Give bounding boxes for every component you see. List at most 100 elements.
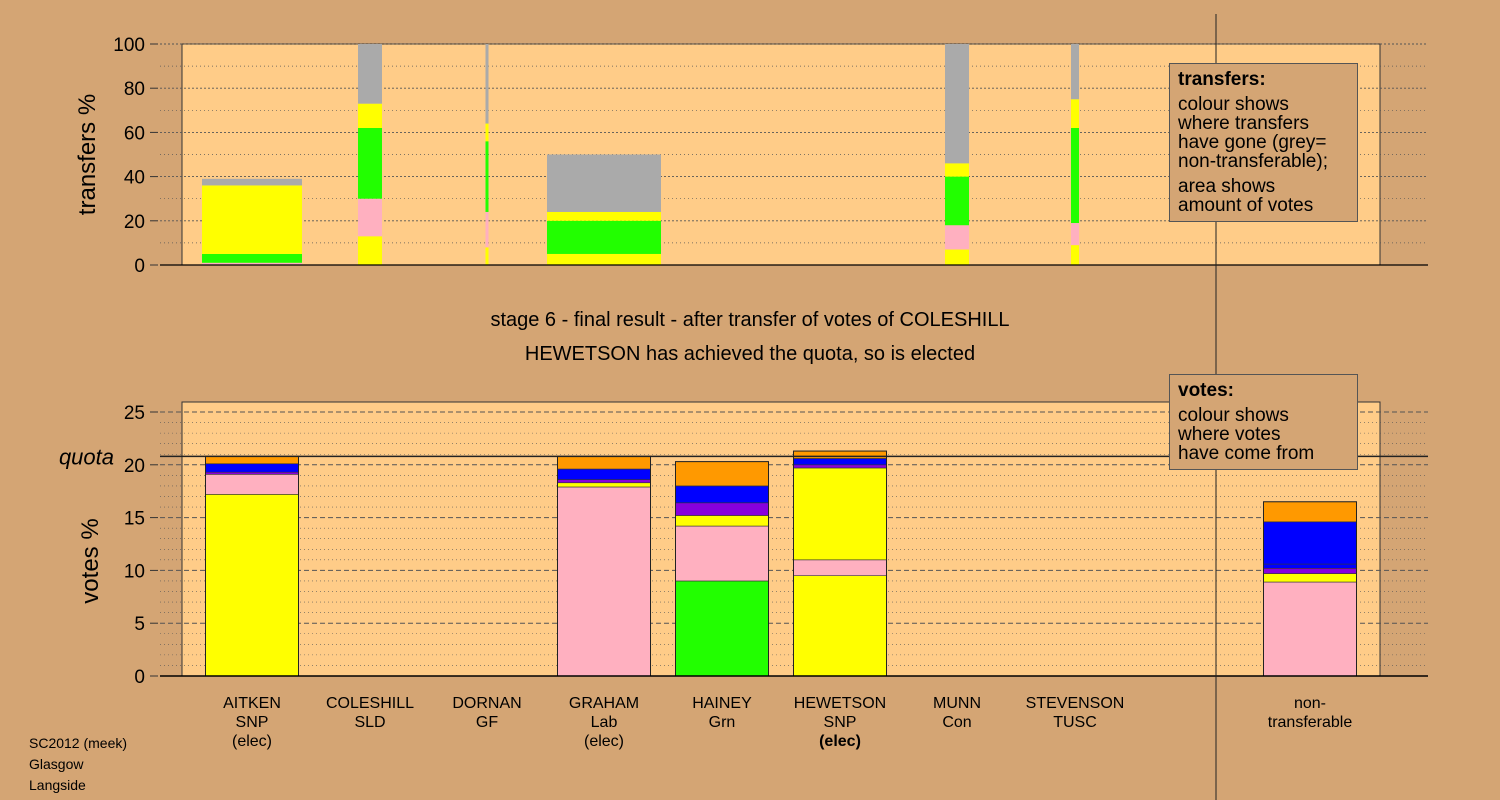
candidate-name: COLESHILL	[325, 695, 415, 712]
transfer-segment	[485, 123, 489, 142]
candidate-name: HAINEY	[692, 695, 752, 712]
vote-segment	[1263, 573, 1357, 583]
candidate-party: SNP	[235, 714, 269, 731]
transfer-segment	[485, 44, 489, 124]
transfer-segment	[485, 247, 489, 265]
transfer-segment	[547, 220, 661, 254]
candidate-label: COLESHILL SLD	[300, 694, 440, 751]
y-axis-label: transfers %	[74, 94, 101, 215]
transfer-segment	[358, 236, 382, 265]
transfer-segment	[358, 127, 382, 199]
y-tick-label: 80	[124, 79, 145, 100]
vote-segment	[793, 464, 887, 469]
candidate-label: AITKEN SNP (elec)	[182, 694, 322, 751]
candidate-party: TUSC	[1053, 714, 1097, 731]
candidate-party: GF	[475, 714, 499, 731]
vote-segment	[205, 456, 299, 465]
candidate-name: GRAHAM	[568, 695, 640, 712]
transfer-segment	[202, 185, 302, 254]
candidate-name: STEVENSON	[1025, 695, 1125, 712]
nontransferable-label: non- transferable	[1240, 694, 1380, 732]
vote-segment	[205, 471, 299, 475]
vote-segment	[793, 467, 887, 561]
transfer-segment	[202, 178, 302, 186]
candidate-status: (elec)	[819, 733, 861, 750]
transfer-segment	[1071, 223, 1079, 246]
transfer-segment	[202, 262, 302, 265]
candidate-name: AITKEN	[223, 695, 281, 712]
legend-votes: votes: colour shows where votes have com…	[1169, 374, 1358, 470]
vote-segment	[675, 525, 769, 582]
footer-line: Langside	[29, 777, 86, 793]
vote-segment	[1263, 567, 1357, 574]
vote-segment	[675, 461, 769, 487]
transfer-segment	[945, 249, 969, 265]
vote-segment	[205, 474, 299, 495]
transfer-segment	[1071, 245, 1079, 265]
y-tick-label: 60	[124, 123, 145, 144]
vote-segment	[1263, 501, 1357, 523]
transfer-segment	[485, 211, 489, 248]
nontransferable-label-line: non-	[1293, 695, 1327, 712]
candidate-label: HAINEY Grn	[652, 694, 792, 751]
y-tick-label: 25	[124, 403, 145, 424]
footer-line: Glasgow	[29, 756, 84, 772]
vote-segment	[675, 502, 769, 516]
vote-segment	[557, 456, 651, 470]
y-axis-label: votes %	[77, 518, 104, 603]
candidate-status	[1005, 732, 1145, 751]
transfer-segment	[358, 44, 382, 104]
candidate-name: DORNAN	[452, 695, 522, 712]
y-tick-label: 5	[134, 614, 145, 635]
transfer-segment	[1071, 44, 1079, 100]
y-tick-label: 20	[124, 212, 145, 233]
legend-transfers: transfers: colour shows where transfers …	[1169, 63, 1358, 222]
quota-label: quota	[59, 444, 114, 469]
transfer-segment	[945, 163, 969, 177]
legend-line: colour shows	[1178, 405, 1289, 426]
candidate-party: Lab	[590, 714, 618, 731]
transfer-segment	[202, 253, 302, 263]
vote-segment	[675, 580, 769, 677]
footer: SC2012 (meek) Glasgow Langside	[29, 733, 127, 796]
vote-segment	[557, 486, 651, 677]
transfer-segment	[1071, 99, 1079, 128]
transfer-segment	[547, 154, 661, 212]
vote-segment	[1263, 521, 1357, 565]
legend-transfers-text-1: colour shows where transfers have gone (…	[1178, 95, 1349, 171]
legend-line: colour shows	[1178, 94, 1289, 115]
transfer-segment	[945, 176, 969, 226]
transfer-segment	[358, 198, 382, 237]
transfer-segment	[945, 44, 969, 164]
legend-votes-title: votes:	[1178, 380, 1234, 401]
candidate-label: GRAHAM Lab (elec)	[534, 694, 674, 751]
legend-line: have gone (grey=	[1178, 132, 1327, 153]
legend-votes-text: colour shows where votes have come from	[1178, 406, 1349, 463]
transfer-segment	[547, 253, 661, 265]
y-tick-label: 100	[113, 35, 145, 56]
stage-title: stage 6 - final result - after transfer …	[490, 309, 1010, 331]
vote-segment	[793, 575, 887, 677]
legend-line: area shows	[1178, 176, 1276, 197]
transfer-segment	[358, 103, 382, 128]
vote-segment	[557, 468, 651, 480]
candidate-party: SNP	[823, 714, 857, 731]
vote-segment	[557, 479, 651, 484]
y-tick-label: 40	[124, 168, 145, 189]
candidate-name: HEWETSON	[793, 695, 887, 712]
y-tick-label: 0	[134, 667, 145, 688]
candidate-name: MUNN	[933, 695, 981, 712]
vote-segment	[205, 463, 299, 473]
legend-line: amount of votes	[1178, 195, 1314, 216]
candidate-label: MUNN Con	[887, 694, 1027, 751]
candidate-status: (elec)	[231, 733, 272, 750]
legend-transfers-text-2: area shows amount of votes	[1178, 177, 1349, 215]
vote-segment	[675, 485, 769, 504]
legend-line: have come from	[1178, 443, 1315, 464]
transfer-segment	[945, 225, 969, 250]
legend-line: where votes	[1178, 424, 1281, 445]
y-tick-label: 0	[134, 256, 145, 277]
vote-segment	[1263, 581, 1357, 677]
y-tick-label: 20	[124, 456, 145, 477]
vote-segment	[557, 482, 651, 488]
